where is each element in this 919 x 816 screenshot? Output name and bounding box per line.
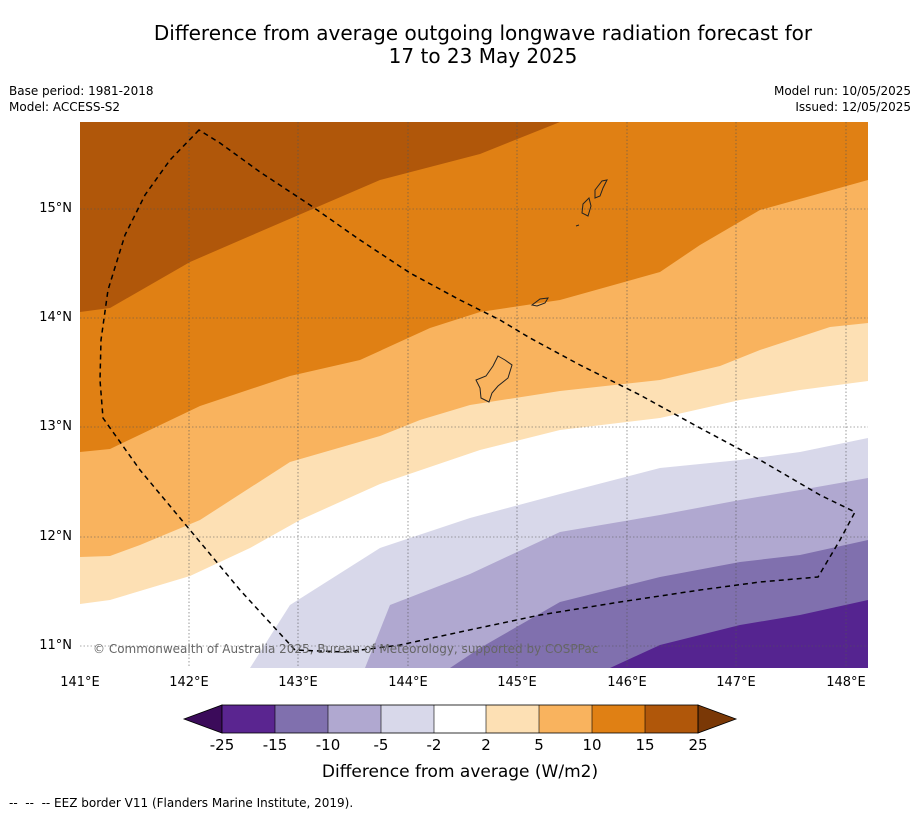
lon-label-145e: 145°E	[497, 675, 537, 690]
copyright-watermark: © Commonwealth of Australia 2025, Bureau…	[93, 642, 598, 656]
island-aguijan	[575, 224, 580, 227]
colorbar-segment	[539, 705, 592, 733]
colorbar-segment	[486, 705, 539, 733]
lon-label-143e: 143°E	[278, 675, 318, 690]
meta-left: Base period: 1981-2018 Model: ACCESS-S2	[9, 83, 154, 115]
title-line-2: 17 to 23 May 2025	[388, 44, 578, 68]
colorbar-outline	[221, 704, 699, 734]
colorbar-tick-label: 10	[582, 736, 602, 754]
lon-label-141e: 141°E	[60, 675, 100, 690]
colorbar-segment	[328, 705, 381, 733]
colorbar-tick-label: -15	[262, 736, 288, 754]
colorbar-extend-low	[182, 704, 223, 734]
map-title: Difference from average outgoing longwav…	[0, 22, 919, 68]
issued-date: Issued: 12/05/2025	[795, 100, 911, 114]
colorbar-tick-label: 5	[534, 736, 544, 754]
colorbar-segment	[645, 705, 698, 733]
island-rota	[530, 297, 549, 307]
colorbar-segment	[381, 705, 434, 733]
colorbar-tick-label: -25	[209, 736, 235, 754]
lon-label-147e: 147°E	[716, 675, 756, 690]
model-name: Model: ACCESS-S2	[9, 100, 121, 114]
lon-label-142e: 142°E	[169, 675, 209, 690]
lat-label-12n: 12°N	[39, 529, 72, 544]
gridlines	[80, 122, 868, 668]
base-period: Base period: 1981-2018	[9, 84, 154, 98]
colorbar-tick-label: 15	[635, 736, 655, 754]
lon-label-148e: 148°E	[826, 675, 866, 690]
colorbar-label: Difference from average (W/m2)	[321, 762, 599, 782]
colorbar-tick-label: 2	[481, 736, 491, 754]
colorbar-tick-label: 25	[688, 736, 708, 754]
band-minus15-minus25	[610, 600, 868, 668]
lat-label-15n: 15°N	[39, 201, 72, 216]
contour-field	[80, 122, 868, 668]
lat-label-11n: 11°N	[39, 638, 72, 653]
lon-label-146e: 146°E	[607, 675, 647, 690]
colorbar-segment	[222, 705, 275, 733]
colorbar-tick-label: -10	[315, 736, 341, 754]
lat-label-13n: 13°N	[39, 419, 72, 434]
eez-footnote: -- -- -- EEZ border V11 (Flanders Marine…	[9, 796, 354, 810]
meta-right: Model run: 10/05/2025 Issued: 12/05/2025	[774, 83, 911, 115]
colorbar-tick-label: -2	[426, 736, 442, 754]
lat-label-14n: 14°N	[39, 310, 72, 325]
colorbar	[182, 704, 738, 734]
colorbar-segment	[275, 705, 328, 733]
colorbar-extend-high	[697, 704, 738, 734]
lon-label-144e: 144°E	[388, 675, 428, 690]
colorbar-tick-label: -5	[373, 736, 389, 754]
colorbar-segment	[592, 705, 645, 733]
title-line-1: Difference from average outgoing longwav…	[153, 21, 813, 45]
island-outlines	[475, 179, 608, 403]
island-saipan	[594, 179, 608, 199]
eez-border	[99, 129, 857, 653]
colorbar-segment	[434, 705, 486, 733]
island-tinian	[581, 197, 592, 217]
model-run: Model run: 10/05/2025	[773, 84, 911, 98]
island-guam	[475, 355, 513, 403]
